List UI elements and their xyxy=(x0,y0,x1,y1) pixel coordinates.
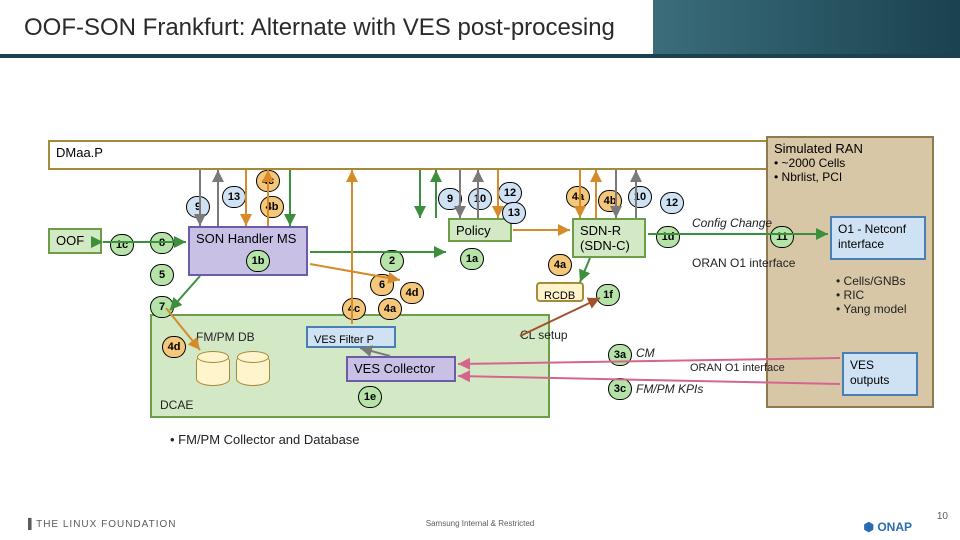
footer-mid: Samsung Internal & Restricted xyxy=(426,519,535,528)
oof-label: OOF xyxy=(56,233,84,248)
diagram-canvas: DMaa.P OOF SON Handler MS Policy SDN-R (… xyxy=(0,58,960,540)
step-4a-r: 4a xyxy=(566,186,590,208)
step-12b: 12 xyxy=(498,182,522,204)
step-10r: 10 xyxy=(628,186,652,208)
step-9a: 9 xyxy=(186,196,210,218)
fmpm-kpis-label: FM/PM KPIs xyxy=(636,382,703,396)
sdnr-label: SDN-R (SDN-C) xyxy=(580,223,630,253)
ves-outputs-box: VES outputs xyxy=(842,352,918,396)
disk-2 xyxy=(236,354,270,386)
step-8: 8 xyxy=(150,232,174,254)
dmaap-box: DMaa.P xyxy=(48,140,768,170)
step-3c: 3c xyxy=(608,378,632,400)
step-4d-c: 4d xyxy=(400,282,424,304)
step-1e: 1e xyxy=(358,386,382,408)
step-7: 7 xyxy=(150,296,174,318)
title-bar: OOF-SON Frankfurt: Alternate with VES po… xyxy=(0,0,960,58)
footer-right-text: ONAP xyxy=(877,520,912,534)
step-4b-r: 4b xyxy=(598,190,622,212)
step-10b: 10 xyxy=(468,188,492,210)
oran-o1-top: ORAN O1 interface xyxy=(692,256,795,270)
step-13b: 13 xyxy=(502,202,526,224)
step-5: 5 xyxy=(150,264,174,286)
step-13a: 13 xyxy=(222,186,246,208)
sim-ran-b2: Nbrlist, PCI xyxy=(782,170,843,184)
rcdb-label: RCDB xyxy=(544,290,575,302)
step-4a-mid: 4a xyxy=(378,298,402,320)
step-1b: 1b xyxy=(246,250,270,272)
oof-box: OOF xyxy=(48,228,102,254)
ves-collector-label: VES Collector xyxy=(354,361,435,376)
oran-o1-bottom: ORAN O1 interface xyxy=(690,362,785,374)
o1-netconf-box: O1 - Netconf interface xyxy=(830,216,926,260)
bullet-note-text: FM/PM Collector and Database xyxy=(178,432,359,447)
sim-ran-title: Simulated RAN xyxy=(774,141,926,156)
policy-box: Policy xyxy=(448,218,512,242)
step-4a-below: 4a xyxy=(548,254,572,276)
step-9b: 9 xyxy=(438,188,462,210)
ves-filter-label: VES Filter P xyxy=(314,334,374,346)
step-11: 11 xyxy=(770,226,794,248)
disk-1 xyxy=(196,354,230,386)
footer-right: ⬢ ONAP xyxy=(864,520,912,534)
sim-ran-box2: • Cells/GNBs • RIC • Yang model xyxy=(836,274,906,316)
dcae-label: DCAE xyxy=(160,398,193,412)
footer-left-text: THE LINUX FOUNDATION xyxy=(36,519,176,530)
config-change-label: Config Change xyxy=(692,216,772,230)
step-6: 6 xyxy=(370,274,394,296)
step-3a: 3a xyxy=(608,344,632,366)
cl-setup-label: CL setup xyxy=(520,328,568,342)
step-2: 2 xyxy=(380,250,404,272)
step-4c-mid: 4c xyxy=(342,298,366,320)
page-title: OOF-SON Frankfurt: Alternate with VES po… xyxy=(24,14,615,42)
rcdb-box: RCDB xyxy=(536,282,584,302)
sim-ran-b1: ~2000 Cells xyxy=(782,156,846,170)
page-number: 10 xyxy=(937,511,948,522)
policy-label: Policy xyxy=(456,223,491,238)
footer-left: ▌THE LINUX FOUNDATION xyxy=(28,519,176,530)
b2-2: RIC xyxy=(844,288,865,302)
step-1f: 1f xyxy=(596,284,620,306)
son-handler-label: SON Handler MS xyxy=(196,231,296,246)
bullet-note: • FM/PM Collector and Database xyxy=(170,432,360,447)
step-4b-top: 4b xyxy=(260,196,284,218)
fmpm-db-label: FM/PM DB xyxy=(196,330,255,344)
step-1a: 1a xyxy=(460,248,484,270)
ves-filter-box: VES Filter P xyxy=(306,326,396,348)
step-4c-top: 4c xyxy=(256,170,280,192)
step-1d: 1d xyxy=(656,226,680,248)
sdnr-box: SDN-R (SDN-C) xyxy=(572,218,646,258)
o1-netconf-label: O1 - Netconf interface xyxy=(838,222,906,251)
dmaap-label: DMaa.P xyxy=(56,145,103,160)
ves-collector-box: VES Collector xyxy=(346,356,456,382)
b2-3: Yang model xyxy=(843,302,906,316)
step-1c: 1c xyxy=(110,234,134,256)
cm-label: CM xyxy=(636,346,655,360)
b2-1: Cells/GNBs xyxy=(844,274,906,288)
step-4d-l: 4d xyxy=(162,336,186,358)
step-12r: 12 xyxy=(660,192,684,214)
ves-outputs-label: VES outputs xyxy=(850,358,889,387)
